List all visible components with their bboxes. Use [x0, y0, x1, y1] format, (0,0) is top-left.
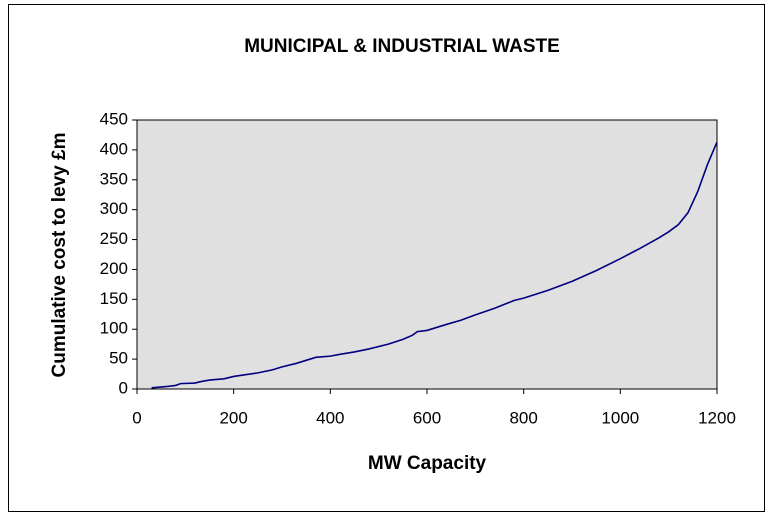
y-tick-label: 400 — [100, 139, 128, 158]
y-tick-label: 200 — [100, 259, 128, 278]
x-tick-label: 400 — [316, 408, 344, 427]
x-tick-label: 1000 — [601, 408, 639, 427]
x-tick-label: 1200 — [698, 408, 736, 427]
y-tick-label: 350 — [100, 169, 128, 188]
y-axis-label: Cumulative cost to levy £m — [49, 133, 70, 378]
y-tick-label: 100 — [100, 319, 128, 338]
x-axis-label: MW Capacity — [368, 453, 487, 474]
y-tick-label: 450 — [100, 109, 128, 128]
y-tick-label: 250 — [100, 229, 128, 248]
x-tick-label: 200 — [219, 408, 247, 427]
data-line — [151, 141, 718, 389]
y-tick-label: 0 — [119, 378, 128, 397]
y-tick-label: 150 — [100, 289, 128, 308]
x-tick-label: 800 — [509, 408, 537, 427]
x-tick-label: 0 — [132, 408, 141, 427]
x-tick-label: 600 — [413, 408, 441, 427]
chart-title: MUNICIPAL & INDUSTRIAL WASTE — [244, 36, 560, 57]
y-tick-label: 300 — [100, 199, 128, 218]
y-tick-label: 50 — [109, 349, 128, 368]
plot-area — [136, 119, 718, 390]
